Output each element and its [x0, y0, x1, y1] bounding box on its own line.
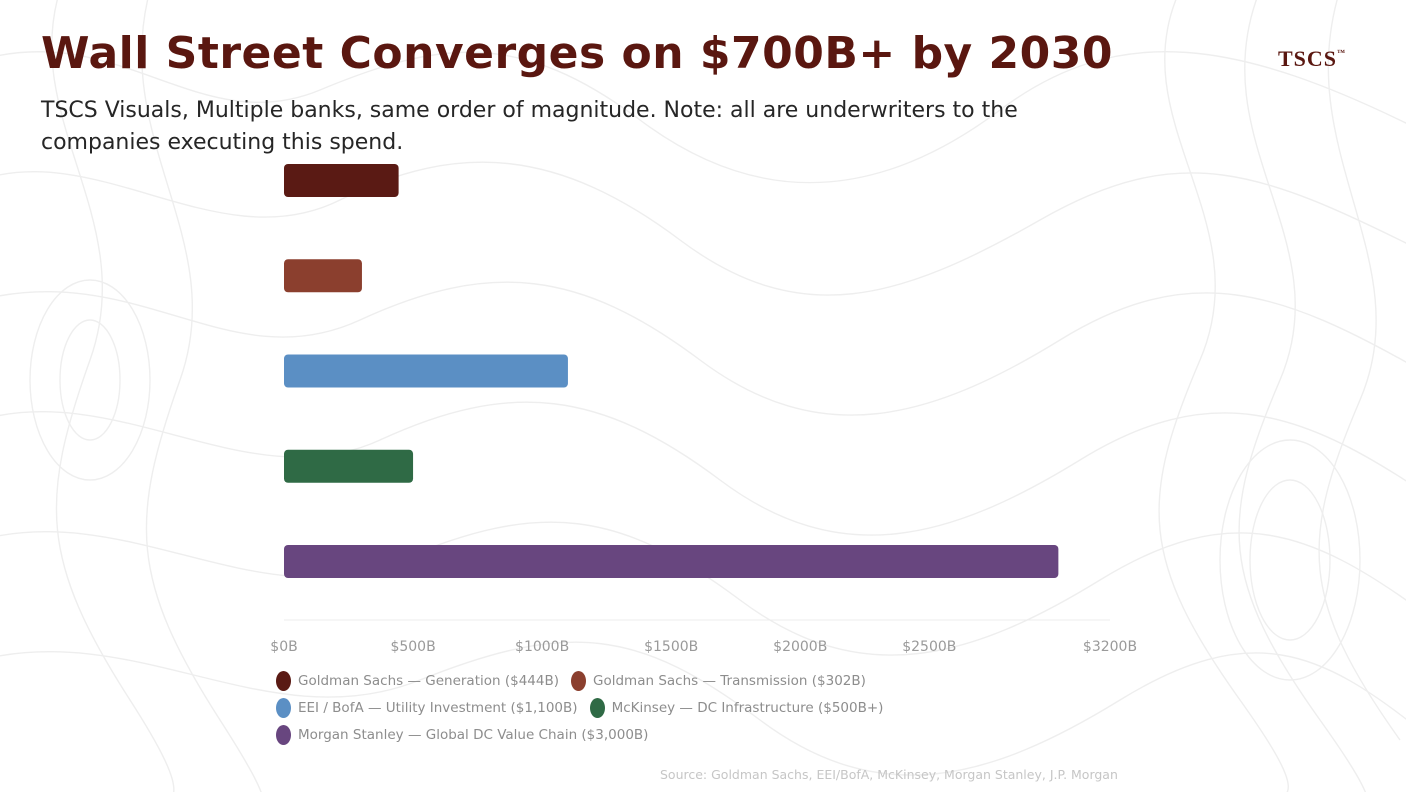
x-tick-label: $1500B [644, 639, 698, 655]
legend-label: Morgan Stanley — Global DC Value Chain (… [298, 726, 649, 743]
x-tick-label: $2000B [773, 639, 827, 655]
x-tick-label: $0B [270, 639, 297, 655]
x-tick-label: $500B [390, 639, 435, 655]
legend-item[interactable]: McKinsey — DC Infrastructure ($500B+) [589, 697, 884, 718]
legend-label: McKinsey — DC Infrastructure ($500B+) [611, 699, 884, 716]
legend-swatch [276, 697, 291, 718]
legend-label: Goldman Sachs — Transmission ($302B) [593, 672, 866, 689]
bar-1 [284, 164, 399, 197]
logo-trademark: ™ [1337, 48, 1346, 57]
bar-group [284, 164, 1059, 578]
legend-label: EEI / BofA — Utility Investment ($1,100B… [298, 699, 578, 716]
legend-swatch [589, 697, 605, 718]
legend-item[interactable]: Goldman Sachs — Generation ($444B) [276, 670, 560, 691]
legend-row: Morgan Stanley — Global DC Value Chain (… [276, 721, 936, 748]
page-subtitle: TSCS Visuals, Multiple banks, same order… [41, 98, 1018, 155]
legend-item[interactable]: EEI / BofA — Utility Investment ($1,100B… [276, 697, 578, 718]
source-note: Source: Goldman Sachs, EEI/BofA, McKinse… [660, 767, 1118, 782]
x-tick-label: $1000B [515, 639, 569, 655]
legend-label: Goldman Sachs — Generation ($444B) [298, 672, 560, 689]
legend-row: Goldman Sachs — Generation ($444B) Goldma… [276, 667, 936, 694]
brand-logo: TSCS™ [1278, 46, 1345, 72]
chart-legend: Goldman Sachs — Generation ($444B) Goldma… [276, 667, 936, 748]
x-axis-ticks: $0B $500B $1000B $1500B $2000B $2500B $3200B [270, 639, 1137, 655]
legend-swatch [276, 670, 291, 691]
x-tick-label: $3200B [1083, 639, 1137, 655]
logo-text: TSCS [1278, 46, 1338, 71]
legend-swatch [571, 670, 587, 691]
bar-2 [284, 259, 362, 293]
bar-4 [284, 449, 414, 483]
bar-5 [284, 545, 1059, 578]
bar-3 [284, 354, 568, 388]
legend-item[interactable]: Morgan Stanley — Global DC Value Chain (… [276, 724, 649, 745]
page-title: Wall Street Converges on $700B+ by 2030 [41, 28, 1114, 79]
legend-swatch [276, 724, 291, 745]
legend-item[interactable]: Goldman Sachs — Transmission ($302B) [571, 670, 866, 691]
legend-row: EEI / BofA — Utility Investment ($1,100B… [276, 694, 936, 721]
x-tick-label: $2500B [902, 639, 956, 655]
